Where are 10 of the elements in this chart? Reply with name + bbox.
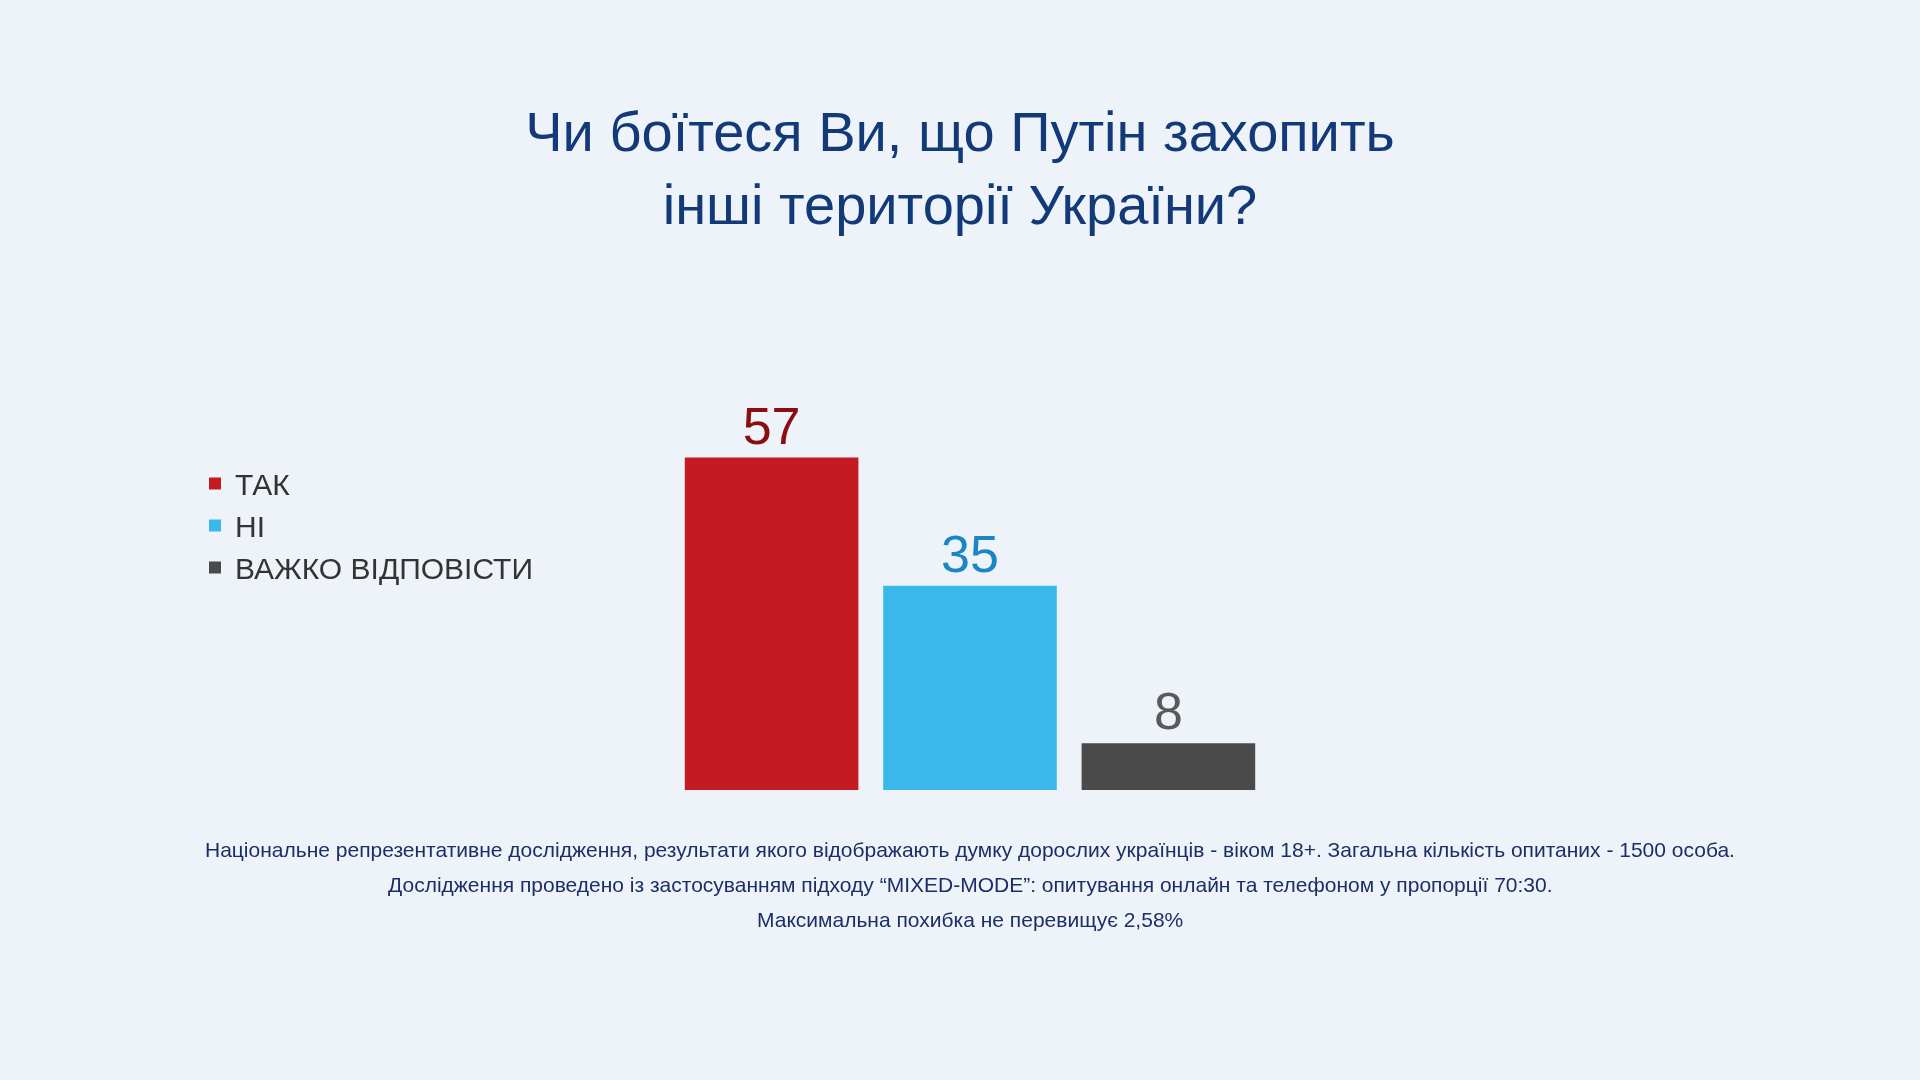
text: Національне репрезентативне дослідження, результати якого відображають думку дорослих українців - віком 18+. Загальна кількість опитаних - 1500 особа.	[205, 838, 1735, 861]
legend-label: НІ	[235, 510, 265, 544]
chart-title: Чи боїтеся Ви, що Путін захопить інші території України?	[525, 100, 1395, 236]
text: Максимальна похибка не перевищує 2,58%	[757, 908, 1184, 931]
legend-label: ВАЖКО ВІДПОВІСТИ	[235, 552, 533, 586]
data-label: 8	[1153, 682, 1183, 741]
text: Дослідження проведено із застосуванням підходу “MIXED-MODE”: опитування онлайн та телефоном у пропорції 70:30.	[388, 873, 1553, 896]
data-label: 57	[742, 396, 801, 455]
legend-label: ТАК	[235, 468, 291, 502]
data-label: 35	[941, 524, 999, 583]
